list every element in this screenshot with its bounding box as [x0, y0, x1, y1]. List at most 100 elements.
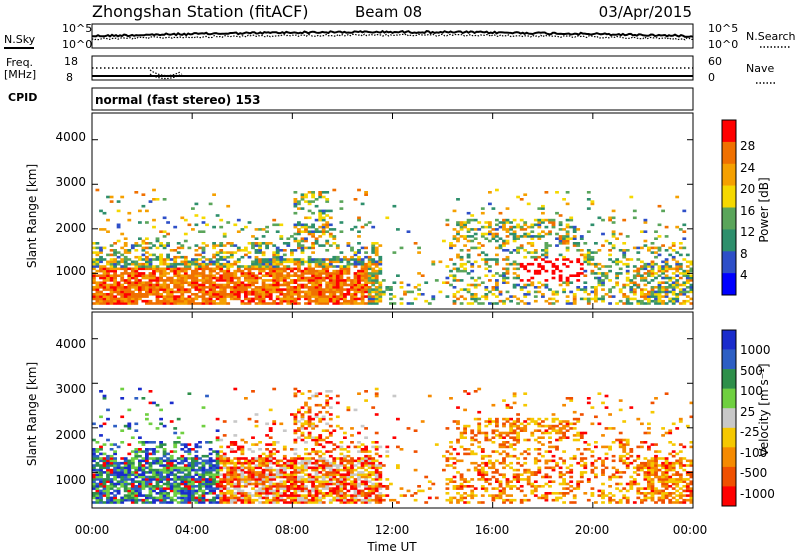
heatmap-cell: [236, 445, 241, 449]
heatmap-cell: [551, 223, 556, 227]
heatmap-cell: [173, 269, 178, 273]
heatmap-cell: [293, 211, 298, 215]
heatmap-cell: [314, 242, 319, 245]
heatmap-cell: [357, 274, 361, 277]
heatmap-cell: [268, 297, 273, 301]
heatmap-cell: [258, 286, 262, 289]
heatmap-cell: [138, 466, 142, 470]
heatmap-cell: [502, 267, 506, 271]
noise-tick-left-top: 10^5: [62, 22, 92, 35]
heatmap-cell: [495, 480, 499, 483]
nsky-series: [91, 29, 694, 38]
heatmap-cell: [318, 265, 323, 268]
heatmap-cell: [272, 485, 277, 488]
heatmap-cell: [102, 267, 107, 271]
heatmap-cell: [293, 452, 298, 456]
heatmap-cell: [205, 276, 209, 280]
heatmap-cell: [187, 262, 192, 266]
heatmap-cell: [417, 489, 421, 493]
heatmap-cell: [318, 262, 323, 266]
heatmap-cell: [95, 262, 100, 266]
heatmap-cell: [120, 466, 125, 470]
heatmap-cell: [307, 452, 312, 456]
heatmap-cell: [346, 242, 351, 245]
heatmap-cell: [353, 295, 358, 298]
heatmap-cell: [335, 255, 340, 259]
heatmap-cell: [208, 299, 213, 303]
heatmap-cell: [470, 218, 475, 222]
heatmap-cell: [198, 485, 202, 488]
heatmap-cell: [604, 272, 609, 275]
heatmap-cell: [622, 249, 627, 252]
heatmap-cell: [533, 473, 538, 476]
heatmap-cell: [335, 492, 340, 495]
heatmap-cell: [145, 251, 149, 254]
heatmap-cell: [473, 295, 478, 298]
heatmap-cell: [374, 498, 379, 502]
heatmap-cell: [318, 482, 323, 486]
heatmap-cell: [215, 471, 220, 474]
heatmap-cell: [456, 290, 460, 294]
heatmap-cell: [282, 487, 287, 490]
heatmap-cell: [219, 494, 224, 497]
heatmap-cell: [226, 487, 231, 490]
heatmap-cell: [321, 417, 326, 421]
heatmap-cell: [282, 249, 287, 252]
heatmap-cell: [141, 485, 146, 488]
heatmap-cell: [360, 302, 365, 305]
heatmap-cell: [318, 288, 323, 291]
heatmap-cell: [215, 214, 220, 217]
heatmap-cell: [523, 468, 528, 472]
heatmap-cell: [113, 452, 117, 456]
heatmap-cell: [371, 473, 376, 476]
heatmap-cell: [473, 279, 478, 282]
heatmap-cell: [247, 283, 252, 287]
heatmap-cell: [145, 501, 149, 504]
heatmap-cell: [92, 262, 96, 266]
heatmap-cell: [138, 293, 142, 296]
heatmap-cell: [102, 228, 107, 231]
colorbar-segment: [722, 141, 736, 164]
heatmap-cell: [328, 406, 333, 409]
heatmap-cell: [229, 244, 234, 247]
heatmap-cell: [371, 498, 376, 502]
heatmap-cell: [583, 274, 588, 277]
heatmap-cell: [208, 480, 213, 483]
heatmap-cell: [297, 260, 301, 264]
heatmap-cell: [198, 494, 202, 497]
heatmap-cell: [335, 286, 340, 289]
heatmap-cell: [159, 461, 163, 465]
heatmap-cell: [95, 281, 100, 284]
heatmap-cell: [222, 299, 227, 303]
heatmap-cell: [488, 438, 492, 442]
heatmap-cell: [229, 450, 234, 453]
heatmap-cell: [222, 262, 227, 266]
heatmap-cell: [198, 441, 202, 444]
heatmap-cell: [502, 445, 506, 449]
heatmap-cell: [208, 478, 213, 481]
heatmap-cell: [244, 297, 248, 301]
heatmap-cell: [212, 302, 216, 305]
heatmap-cell: [657, 274, 662, 277]
heatmap-cell: [134, 274, 139, 277]
heatmap-cell: [254, 302, 259, 305]
heatmap-cell: [205, 286, 209, 289]
heatmap-cell: [290, 482, 294, 486]
heatmap-cell: [502, 244, 506, 247]
heatmap-cell: [332, 288, 337, 291]
heatmap-cell: [275, 283, 280, 287]
heatmap-cell: [321, 461, 326, 465]
heatmap-cell: [558, 239, 563, 243]
heatmap-cell: [551, 302, 556, 305]
heatmap-cell: [505, 485, 510, 488]
heatmap-cell: [427, 487, 432, 490]
heatmap-cell: [565, 232, 570, 236]
heatmap-cell: [279, 475, 284, 479]
heatmap-cell: [360, 274, 365, 277]
heatmap-cell: [169, 498, 174, 502]
heatmap-cell: [148, 466, 153, 470]
heatmap-cell: [106, 283, 110, 287]
heatmap-cell: [148, 272, 153, 275]
heatmap-cell: [254, 475, 259, 479]
heatmap-cell: [183, 302, 188, 305]
